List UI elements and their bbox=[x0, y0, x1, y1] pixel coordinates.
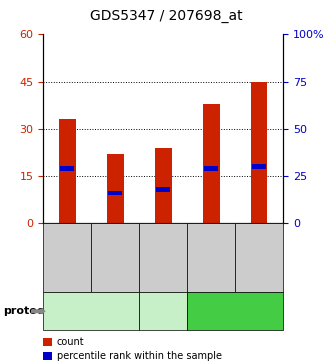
Bar bbox=[107, 154, 124, 223]
Text: GSM1233790: GSM1233790 bbox=[159, 227, 168, 288]
Bar bbox=[108, 191, 122, 195]
Bar bbox=[203, 104, 219, 223]
Text: GSM1233789: GSM1233789 bbox=[254, 227, 264, 288]
Text: protocol: protocol bbox=[3, 306, 55, 316]
Bar bbox=[59, 119, 76, 223]
Bar bbox=[204, 166, 218, 171]
Text: count: count bbox=[57, 337, 84, 347]
Text: miR-483-3
p overexpr
ession: miR-483-3 p overexpr ession bbox=[141, 296, 185, 326]
Text: GSM1233786: GSM1233786 bbox=[63, 227, 72, 288]
Text: GDS5347 / 207698_at: GDS5347 / 207698_at bbox=[90, 9, 243, 23]
Text: GSM1233787: GSM1233787 bbox=[111, 227, 120, 288]
Bar bbox=[60, 166, 74, 171]
Bar bbox=[156, 187, 170, 192]
Text: miR-483-5p
overexpression: miR-483-5p overexpression bbox=[61, 302, 122, 321]
Text: percentile rank within the sample: percentile rank within the sample bbox=[57, 351, 221, 362]
Bar bbox=[155, 148, 171, 223]
Bar bbox=[252, 164, 266, 169]
Bar bbox=[251, 82, 267, 223]
Text: control: control bbox=[221, 307, 249, 316]
Text: GSM1233788: GSM1233788 bbox=[206, 227, 216, 288]
